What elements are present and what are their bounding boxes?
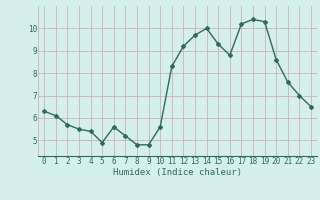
- X-axis label: Humidex (Indice chaleur): Humidex (Indice chaleur): [113, 168, 242, 177]
